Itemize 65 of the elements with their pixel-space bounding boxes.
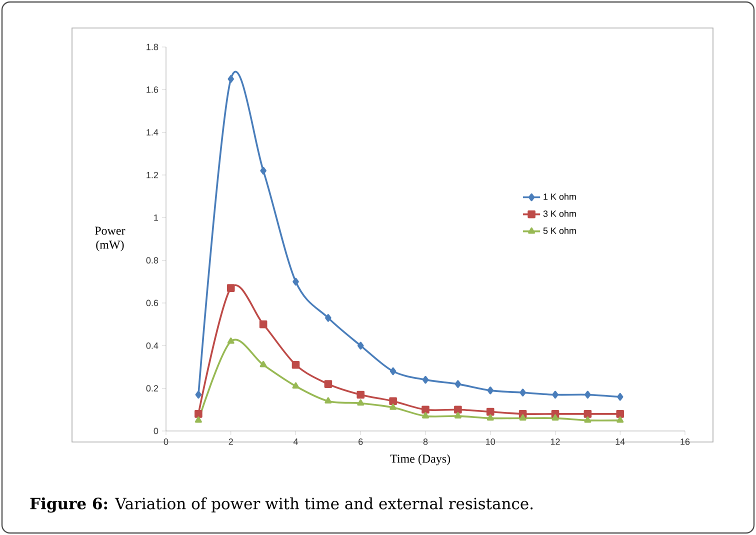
point [390,404,397,410]
point [422,406,430,414]
point [454,406,462,414]
point [260,360,267,368]
point [292,382,300,389]
point [486,408,494,416]
point [227,337,234,344]
point [324,380,332,388]
legend-label: 3 K ohm [543,210,576,217]
point [552,414,559,421]
point [195,390,202,399]
x-tick-label: 2 [228,438,233,445]
y-tick-label: 0.4 [146,342,158,349]
x-tick-label: 12 [550,438,560,445]
y-tick-label: 0.6 [146,300,158,306]
legend-label: 5 K ohm [543,227,576,234]
point [292,360,300,369]
point [226,284,235,292]
point [194,416,202,423]
point [616,392,624,401]
point [228,75,234,83]
point [357,399,364,406]
text: Figure 6: Variation of power with time and external resistance. [30,497,533,513]
y-tick-label: 1.6 [146,86,158,93]
x-tick-label: 6 [358,438,363,445]
y-tick-label: 0.2 [146,385,158,392]
point [357,342,364,350]
point [454,412,462,418]
x-tick-label: 10 [486,438,496,445]
legend-label: 1 K ohm [544,193,576,200]
point [487,386,494,394]
point [260,166,266,175]
point [325,314,332,322]
point [324,397,332,404]
x-axis-title: Time (Days) [390,454,450,466]
y-tick-label: 1.2 [146,172,158,178]
y-axis-title: Power (mW) [94,226,126,252]
point [616,410,624,418]
point [389,397,397,406]
point [259,320,268,328]
y-tick-label: 1.8 [146,44,158,50]
point [616,416,624,423]
x-tick-label: 4 [293,438,298,445]
point [422,376,429,384]
y-tick-label: 0 [154,428,158,434]
point [520,388,526,396]
point [356,390,365,399]
y-tick-label: 1.4 [146,129,158,136]
point [486,414,494,421]
y-tick-label: 1 [154,214,158,221]
x-tick-label: 8 [423,438,428,445]
y-tick-label: 0.8 [146,257,158,264]
x-tick-label: 14 [616,438,625,445]
point [422,412,429,418]
point [194,410,202,418]
point [552,390,558,399]
x-tick-label: 16 [680,438,690,445]
point [390,367,396,376]
point [454,380,462,388]
point [584,416,592,423]
point [292,278,299,286]
point [584,390,591,399]
x-tick-label: 0 [164,438,168,445]
point [519,414,526,421]
point [584,410,592,418]
